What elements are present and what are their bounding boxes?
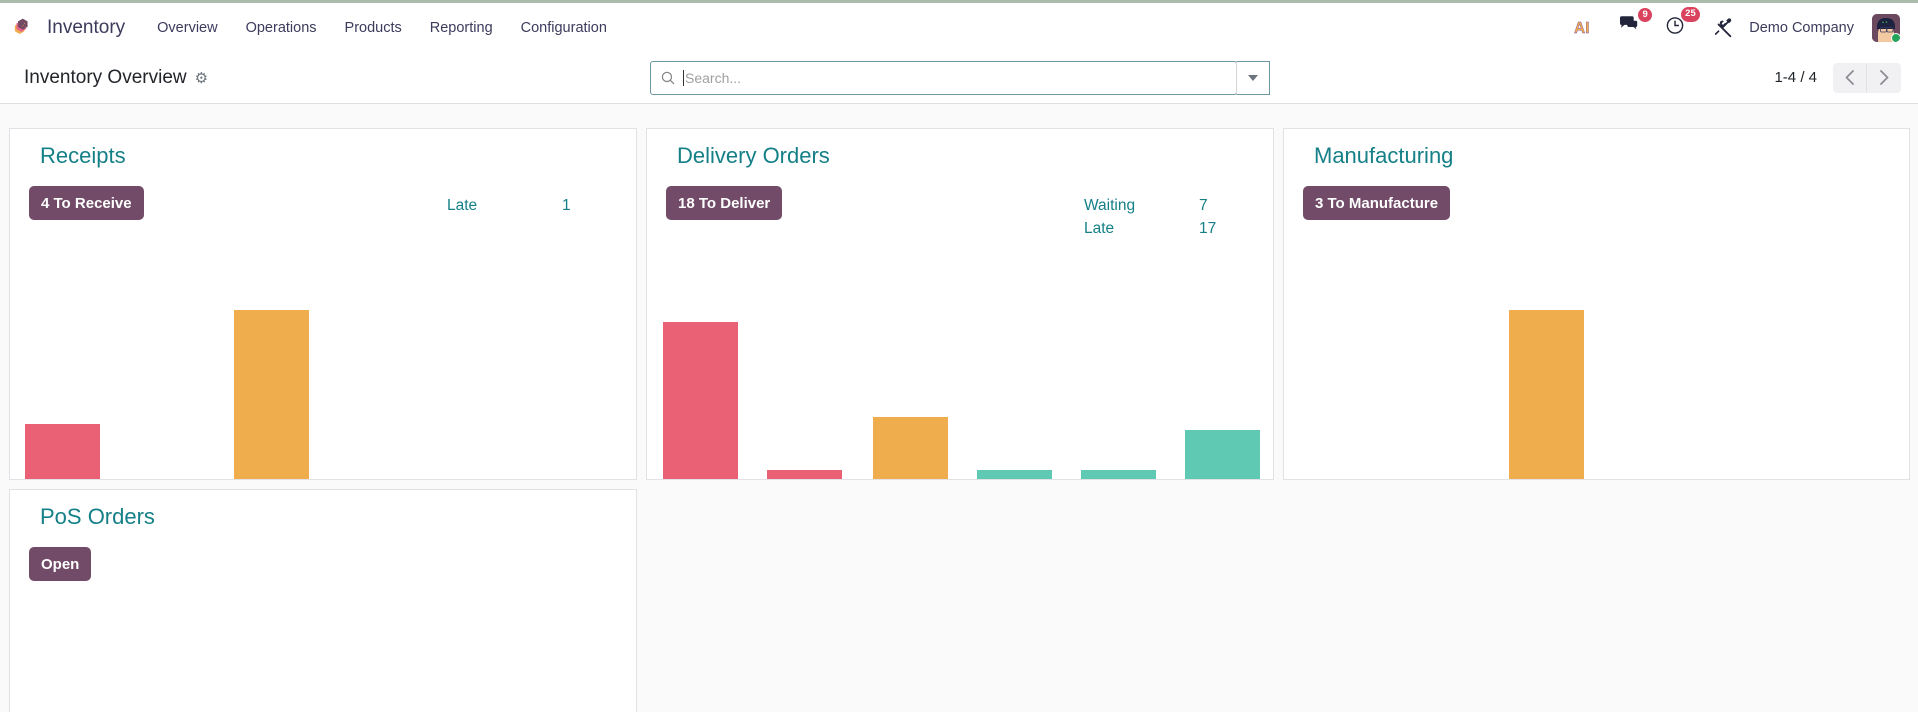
svg-text:AI: AI (1574, 20, 1590, 37)
